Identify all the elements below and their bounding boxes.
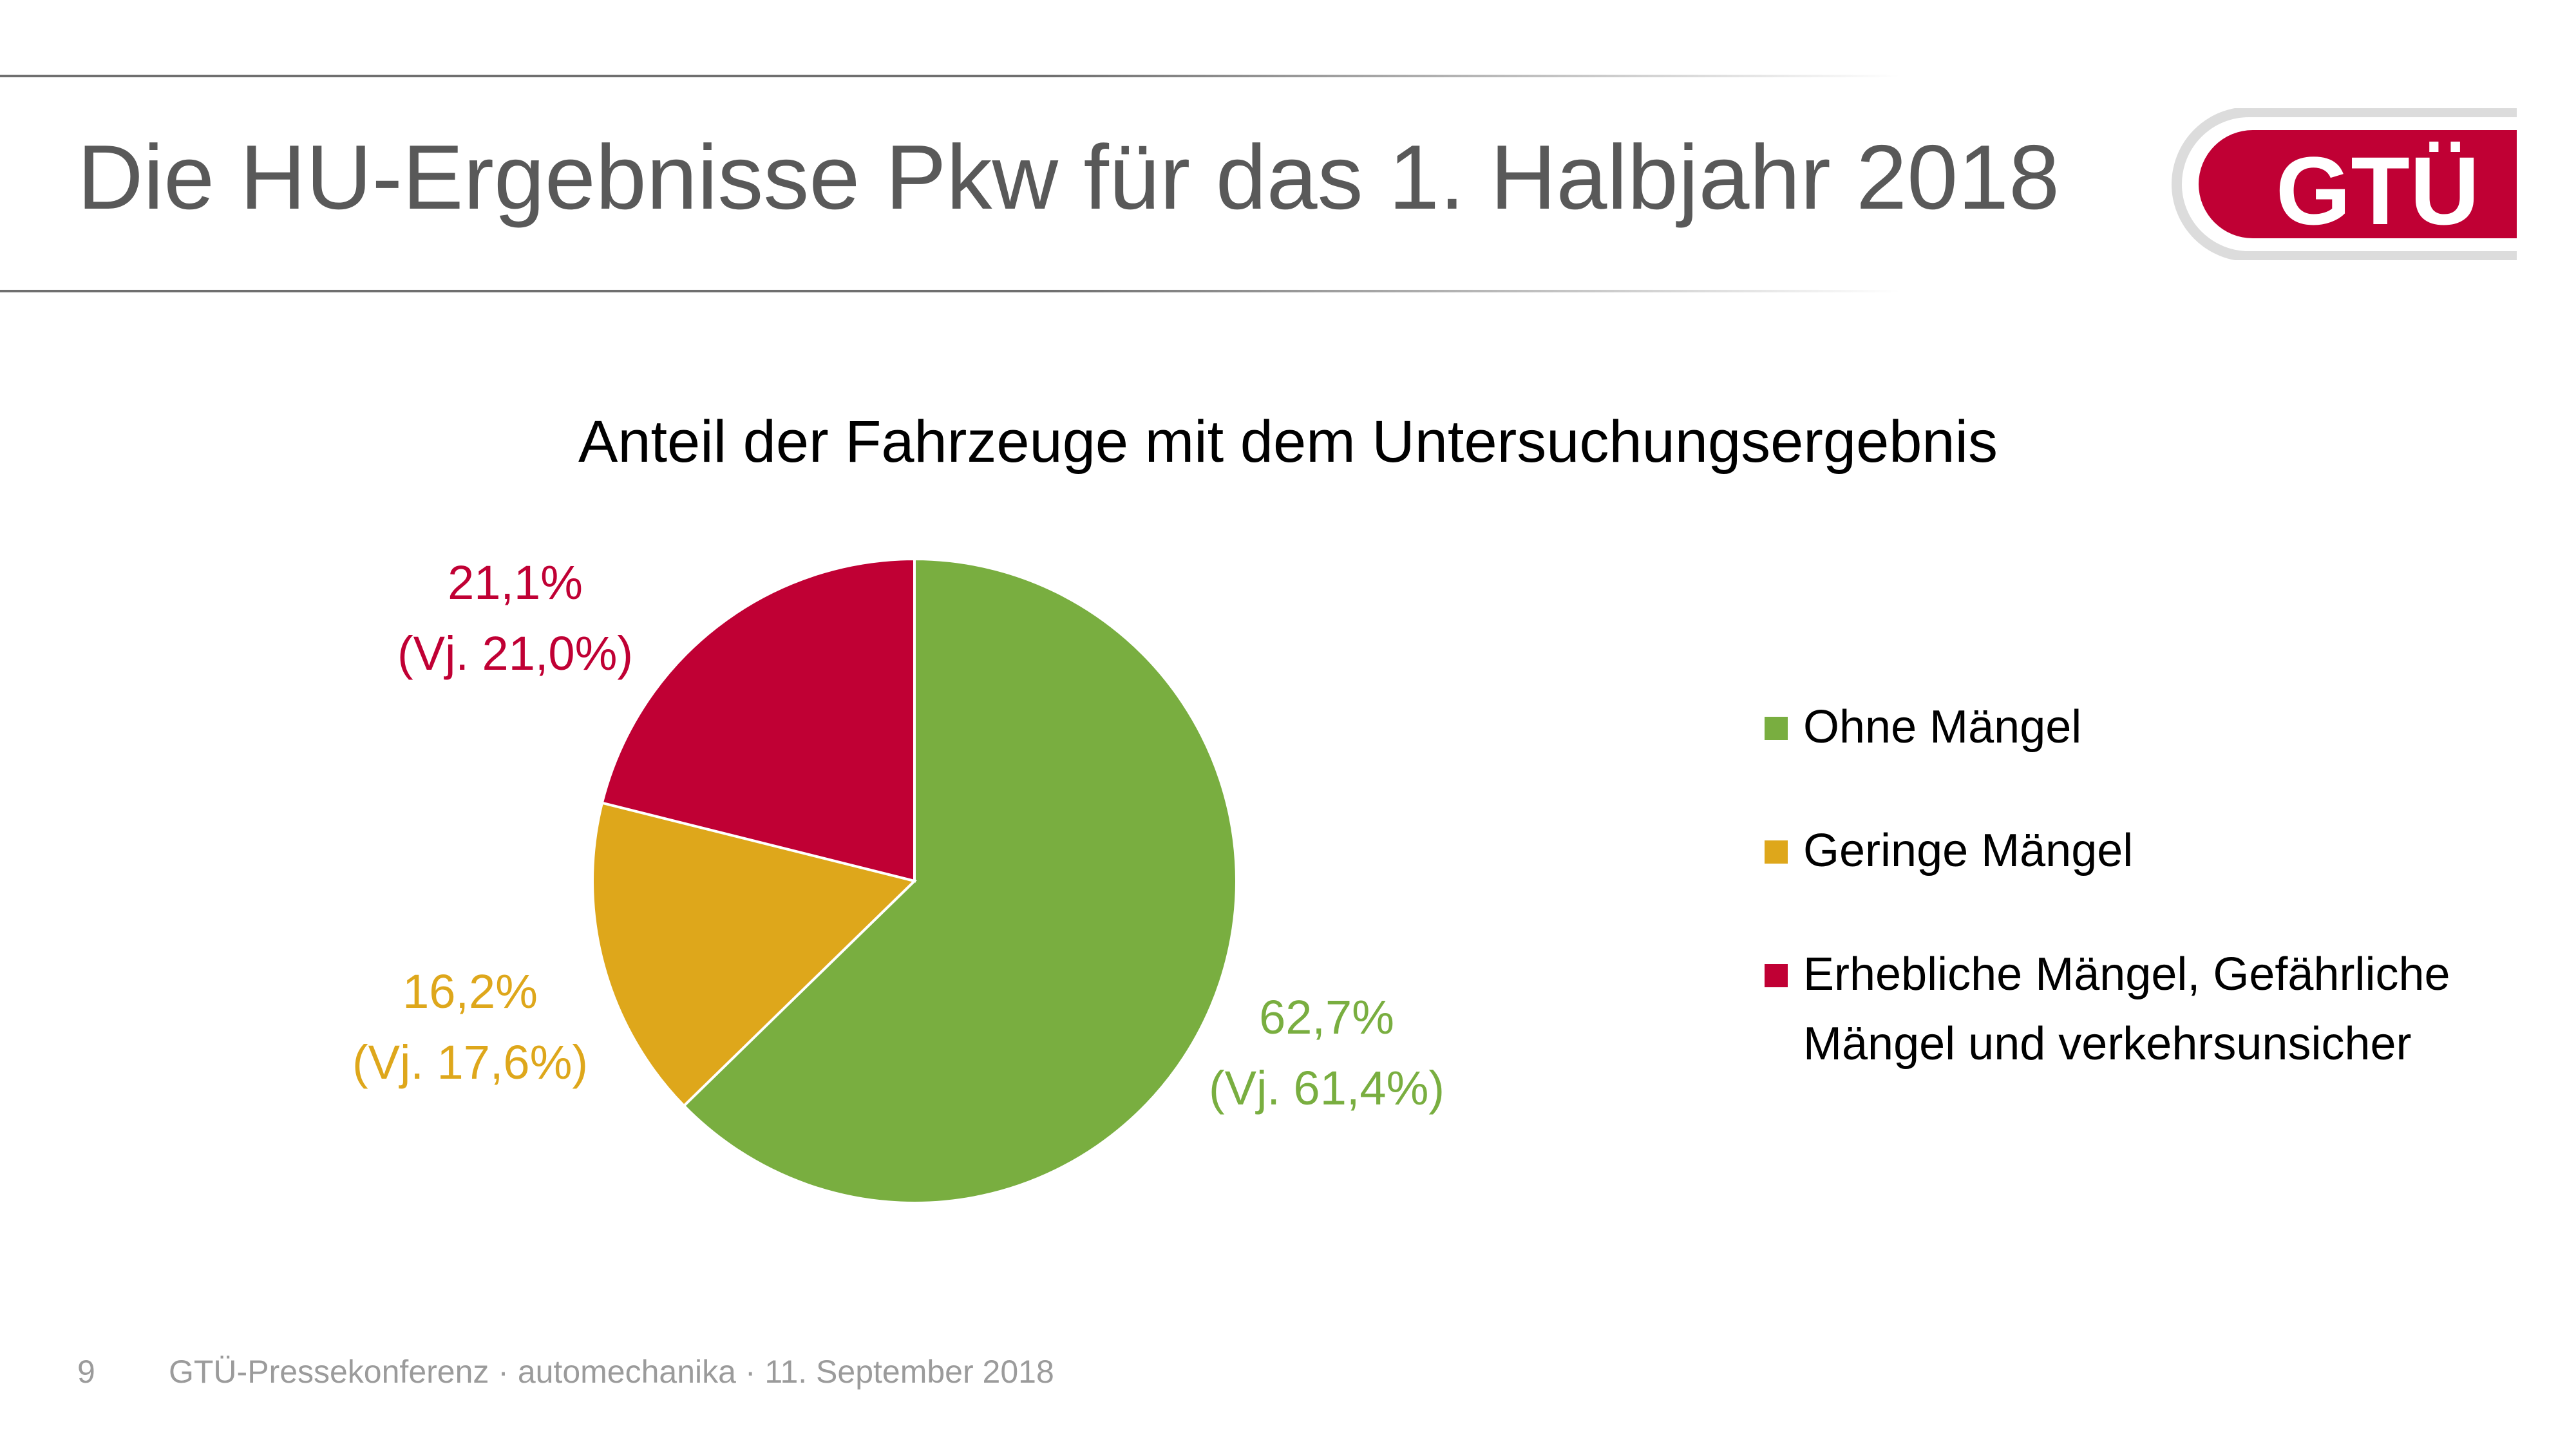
footer-text: GTÜ-Pressekonferenz · automechanika · 11… xyxy=(169,1354,1054,1390)
data-label-no-defects-value: 62,7% xyxy=(1259,990,1394,1044)
data-label-no-defects: 62,7% (Vj. 61,4%) xyxy=(1101,982,1552,1124)
title-underline-rule xyxy=(0,290,1900,292)
legend-label-minor-defects: Geringe Mängel xyxy=(1803,825,2134,876)
top-rule xyxy=(0,75,1900,77)
data-label-minor-defects: 16,2% (Vj. 17,6%) xyxy=(245,956,696,1098)
logo-wordmark: GTÜ xyxy=(2276,137,2480,245)
data-label-no-defects-previous: (Vj. 61,4%) xyxy=(1208,1061,1445,1115)
data-label-severe-defects: 21,1% (Vj. 21,0%) xyxy=(290,547,741,689)
legend-label-severe-defects: Erhebliche Mängel, Gefährliche Mängel un… xyxy=(1803,949,2450,1070)
gtu-logo: GTÜ xyxy=(2172,108,2517,260)
pie-chart xyxy=(591,557,1238,1204)
chart-title: Anteil der Fahrzeuge mit dem Untersuchun… xyxy=(578,409,1998,475)
legend-swatch-yellow xyxy=(1765,840,1788,864)
pie-slice-minor-defects xyxy=(591,801,917,1108)
pie-slice-severe-defects xyxy=(600,557,916,883)
data-label-severe-defects-previous: (Vj. 21,0%) xyxy=(397,627,634,680)
chart-legend: Ohne Mängel Geringe Mängel Erhebliche Mä… xyxy=(1765,692,2537,1079)
legend-item-minor-defects: Geringe Mängel xyxy=(1765,816,2537,886)
legend-label-no-defects: Ohne Mängel xyxy=(1803,701,2082,753)
data-label-minor-defects-value: 16,2% xyxy=(402,965,538,1018)
page-number: 9 xyxy=(77,1354,95,1390)
legend-item-no-defects: Ohne Mängel xyxy=(1765,692,2537,762)
data-label-severe-defects-value: 21,1% xyxy=(448,556,583,609)
data-label-minor-defects-previous: (Vj. 17,6%) xyxy=(352,1036,589,1089)
slide-title: Die HU-Ergebnisse Pkw für das 1. Halbjah… xyxy=(77,126,2060,229)
legend-swatch-red xyxy=(1765,964,1788,987)
pie-slice-no-defects xyxy=(682,557,1238,1204)
legend-item-severe-defects: Erhebliche Mängel, Gefährliche Mängel un… xyxy=(1765,940,2537,1079)
legend-swatch-green xyxy=(1765,717,1788,740)
